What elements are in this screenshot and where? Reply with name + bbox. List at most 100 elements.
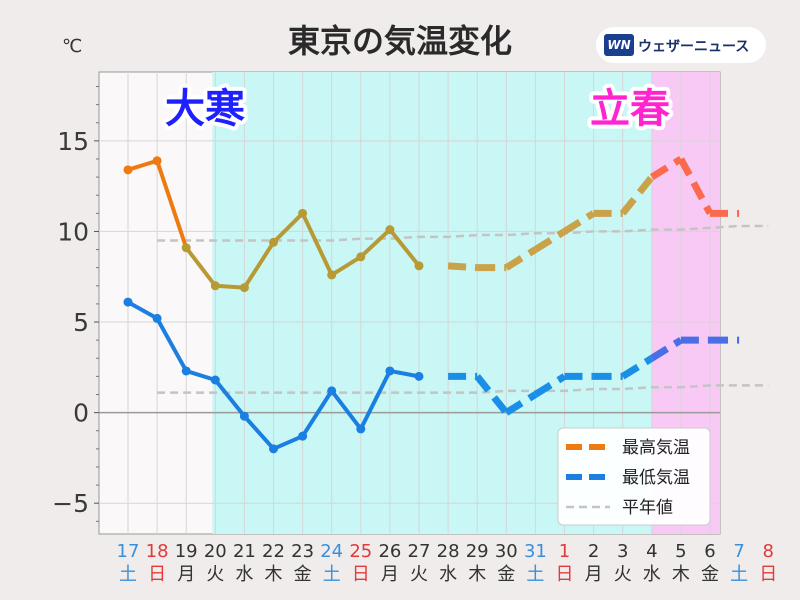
x-date-label: 3 [617, 541, 628, 562]
chart-title: 東京の気温変化 [288, 22, 512, 60]
low-observed-point [181, 366, 191, 376]
x-date-label: 17 [117, 541, 140, 562]
weathernews-logo-icon: WN [604, 34, 634, 56]
low-observed-point [269, 444, 278, 454]
brand-badge: WN ウェザーニュース [596, 27, 766, 63]
x-weekday-label: 土 [323, 564, 341, 585]
low-observed-segment [387, 368, 421, 379]
high-observed-segment [184, 245, 218, 288]
high-observed-point [239, 283, 249, 293]
high-observed-point [298, 208, 308, 218]
x-date-label: 23 [291, 541, 314, 562]
legend-box [557, 427, 711, 526]
x-weekday-label: 金 [294, 564, 312, 585]
high-observed-point [181, 243, 191, 253]
x-weekday-label: 木 [265, 564, 283, 585]
high-observed-point [385, 225, 395, 235]
x-weekday-label: 日 [352, 564, 370, 585]
x-date-label: 25 [349, 541, 372, 562]
high-observed-segment [300, 211, 334, 277]
x-date-label: 18 [146, 541, 169, 562]
x-weekday-label: 水 [439, 564, 457, 585]
low-forecast-segment [533, 373, 567, 398]
low-forecast-segment [649, 337, 683, 362]
unit-label: ℃ [62, 36, 82, 57]
high-observed-segment [329, 254, 363, 277]
high-observed-point [123, 165, 133, 175]
high-forecast-segment [447, 262, 478, 272]
period-label-daikan: 大寒 [165, 86, 245, 132]
high-observed-point [414, 261, 424, 271]
x-weekday-label: 火 [206, 564, 224, 585]
y-tick-label: 5 [73, 308, 89, 337]
high-observed-point [210, 281, 220, 291]
brand-name: ウェザーニュース [638, 39, 750, 55]
low-observed-segment [242, 414, 276, 451]
high-observed-segment [126, 158, 160, 172]
high-observed-point [269, 237, 278, 247]
x-weekday-label: 日 [759, 564, 777, 585]
x-date-label: 27 [408, 541, 431, 562]
low-observed-segment [184, 368, 218, 382]
x-date-label: 5 [675, 541, 686, 562]
legend-label: 最高気温 [622, 438, 690, 458]
high-observed-segment [155, 158, 189, 250]
high-observed-segment [387, 227, 421, 268]
high-observed-segment [242, 240, 276, 290]
x-date-label: 1 [559, 541, 570, 562]
high-forecast-segment [504, 246, 538, 271]
x-weekday-label: 日 [148, 564, 166, 585]
high-forecast-segment [677, 157, 714, 215]
low-observed-point [298, 431, 308, 441]
low-observed-point [327, 386, 337, 396]
x-date-label: 7 [733, 541, 744, 562]
low-observed-point [123, 297, 133, 307]
high-forecast-segment [562, 210, 596, 235]
low-observed-segment [213, 378, 247, 419]
x-date-label: 22 [262, 541, 285, 562]
x-weekday-label: 金 [701, 564, 719, 585]
x-date-label: 6 [704, 541, 715, 562]
x-date-label: 24 [320, 541, 343, 562]
low-observed-segment [155, 316, 189, 373]
x-weekday-label: 金 [497, 564, 515, 585]
low-observed-segment [271, 434, 305, 451]
low-observed-segment [329, 388, 363, 431]
x-date-label: 8 [762, 541, 773, 562]
x-date-label: 20 [204, 541, 227, 562]
y-tick-label: 10 [57, 217, 89, 246]
high-forecast-segment [619, 174, 655, 216]
x-weekday-label: 火 [410, 564, 428, 585]
low-observed-point [239, 411, 249, 421]
x-weekday-label: 水 [643, 564, 661, 585]
low-observed-point [414, 371, 424, 381]
x-weekday-label: 日 [556, 564, 574, 585]
x-weekday-label: 火 [614, 564, 632, 585]
x-weekday-label: 土 [730, 564, 748, 585]
x-weekday-label: 木 [672, 564, 690, 585]
period-label-risshun: 立春 [590, 86, 670, 132]
high-observed-point [356, 252, 366, 262]
high-observed-point [152, 156, 162, 166]
y-tick-label: 0 [73, 399, 89, 428]
x-date-label: 31 [524, 541, 547, 562]
x-date-label: 30 [495, 541, 518, 562]
low-forecast-segment [504, 391, 538, 416]
x-weekday-label: 土 [526, 564, 544, 585]
high-forecast-segment [533, 228, 567, 253]
high-observed-segment [271, 211, 305, 245]
x-date-label: 19 [175, 541, 198, 562]
x-date-label: 4 [646, 541, 657, 562]
x-date-label: 28 [437, 541, 460, 562]
low-observed-point [356, 424, 366, 434]
x-weekday-label: 水 [235, 564, 253, 585]
x-weekday-label: 土 [119, 564, 137, 585]
x-weekday-label: 月 [381, 564, 399, 585]
legend-label: 平年値 [622, 498, 673, 518]
x-date-label: 2 [588, 541, 599, 562]
high-forecast-segment [649, 155, 683, 181]
low-observed-point [385, 366, 395, 376]
y-tick-label: −5 [52, 489, 89, 518]
low-forecast-segment [620, 355, 654, 380]
